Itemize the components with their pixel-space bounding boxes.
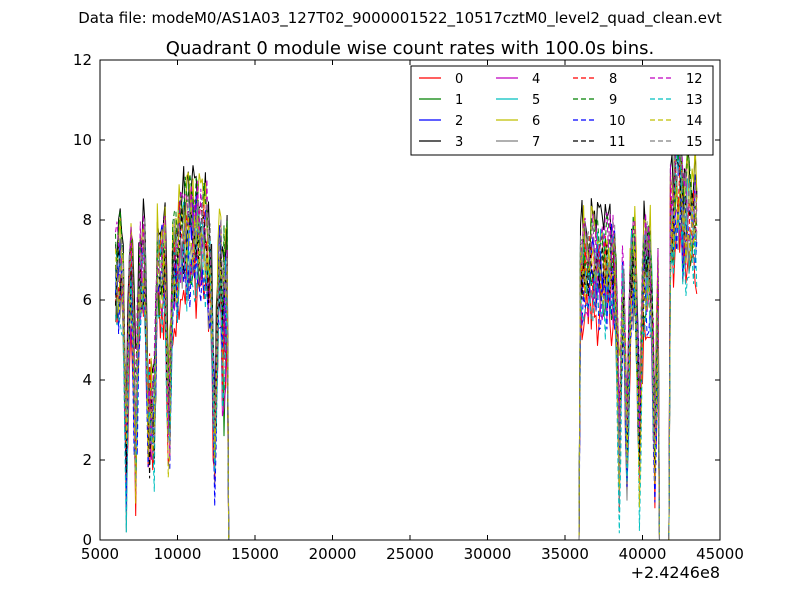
- legend-label-1: 1: [455, 93, 463, 108]
- legend-label-2: 2: [455, 114, 463, 129]
- plot-lines: [115, 102, 698, 541]
- x-tick-label: 30000: [464, 545, 512, 563]
- x-tick-label: 5000: [81, 545, 119, 563]
- legend-label-10: 10: [609, 114, 626, 129]
- legend-label-9: 9: [609, 93, 617, 108]
- x-tick-label: 25000: [386, 545, 434, 563]
- legend-label-14: 14: [686, 114, 703, 129]
- series-line-14: [115, 186, 698, 541]
- legend-label-5: 5: [532, 93, 540, 108]
- legend-label-13: 13: [686, 93, 703, 108]
- x-tick-label: 40000: [619, 545, 667, 563]
- y-tick-label: 4: [82, 371, 92, 389]
- legend-label-6: 6: [532, 114, 540, 129]
- legend-label-7: 7: [532, 135, 540, 150]
- y-tick-label: 0: [82, 531, 92, 549]
- legend-label-11: 11: [609, 135, 626, 150]
- legend-label-8: 8: [609, 72, 617, 87]
- x-tick-label: 15000: [231, 545, 279, 563]
- series-line-6: [115, 128, 698, 541]
- legend-label-12: 12: [686, 72, 703, 87]
- y-tick-label: 6: [82, 291, 92, 309]
- y-tick-label: 8: [82, 211, 92, 229]
- x-tick-label: 10000: [154, 545, 202, 563]
- suptitle: Data file: modeM0/AS1A03_127T02_90000015…: [78, 9, 722, 28]
- x-offset-label: +2.4246e8: [631, 563, 720, 582]
- y-tick-label: 10: [73, 131, 92, 149]
- x-tick-label: 45000: [696, 545, 744, 563]
- series-line-0: [115, 200, 698, 541]
- legend-label-0: 0: [455, 72, 463, 87]
- legend-label-4: 4: [532, 72, 540, 87]
- x-tick-label: 35000: [541, 545, 589, 563]
- legend-label-3: 3: [455, 135, 463, 150]
- y-tick-label: 2: [82, 451, 92, 469]
- x-axis: 5000 10000 15000 20000 25000 30000 35000 40000 4…: [81, 60, 744, 563]
- y-tick-label: 12: [73, 51, 92, 69]
- legend-label-15: 15: [686, 135, 703, 150]
- chart-title: Quadrant 0 module wise count rates with …: [166, 38, 655, 59]
- legend-frame: [410, 65, 714, 156]
- x-tick-label: 20000: [309, 545, 357, 563]
